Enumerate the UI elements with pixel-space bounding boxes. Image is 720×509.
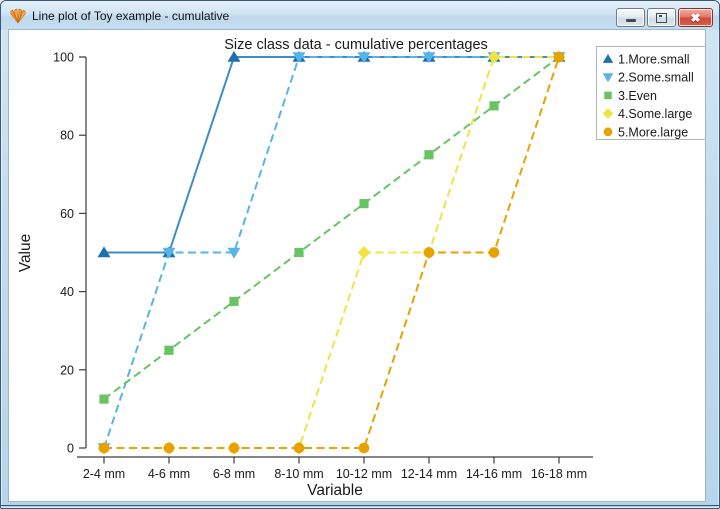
legend-item: 3.Even [604, 89, 657, 103]
marker-circle [423, 247, 435, 258]
marker-triangle-up [227, 50, 241, 62]
x-tick-label: 6-8 mm [213, 467, 255, 481]
marker-square [489, 101, 499, 111]
series-1.More.small [97, 50, 566, 258]
y-tick-label: 20 [60, 363, 74, 377]
marker-circle [358, 442, 370, 454]
marker-diamond [602, 108, 614, 119]
marker-square [424, 150, 434, 160]
legend-item: 4.Some.large [602, 107, 692, 121]
chart-canvas: Size class data - cumulative percentages… [9, 30, 706, 501]
marker-triangle-up [602, 53, 614, 63]
series-3.Even [99, 52, 564, 404]
legend-item: 5.More.large [603, 125, 688, 139]
chart-title: Size class data - cumulative percentages [224, 37, 488, 53]
marker-triangle-down [162, 247, 176, 259]
y-tick-label: 100 [53, 51, 74, 65]
marker-diamond [487, 50, 501, 64]
marker-circle [163, 442, 175, 454]
window-bottom-edge [1, 505, 719, 506]
restore-icon [656, 12, 667, 23]
title-bar[interactable]: Line plot of Toy example - cumulative ✖ [1, 1, 719, 30]
marker-triangle-down [422, 52, 436, 64]
marker-square [294, 247, 304, 258]
marker-triangle-down [602, 73, 614, 83]
legend-item: 2.Some.small [602, 71, 694, 85]
y-tick-label: 80 [60, 129, 74, 143]
marker-circle [553, 51, 565, 63]
close-icon: ✖ [690, 10, 701, 25]
y-tick-label: 40 [60, 285, 74, 299]
x-tick-label: 16-18 mm [531, 467, 587, 481]
legend-label: 4.Some.large [618, 107, 692, 121]
marker-square [604, 91, 612, 100]
marker-triangle-down [292, 52, 306, 64]
marker-triangle-down [357, 52, 371, 64]
marker-circle [488, 247, 500, 258]
series-line [104, 56, 560, 449]
marker-square [99, 394, 109, 404]
x-tick-label: 10-12 mm [336, 467, 392, 481]
marker-square [229, 296, 239, 306]
x-tick-label: 4-6 mm [148, 467, 190, 481]
marker-circle [603, 127, 613, 137]
legend-label: 1.More.small [618, 53, 690, 67]
minimize-button[interactable] [616, 8, 645, 27]
x-axis-label: Variable [307, 482, 363, 499]
restore-button[interactable] [647, 8, 676, 27]
marker-square [359, 199, 369, 209]
y-tick-label: 60 [60, 207, 74, 221]
marker-circle [293, 442, 305, 454]
x-tick-label: 12-14 mm [401, 467, 457, 481]
x-tick-label: 14-16 mm [466, 467, 522, 481]
marker-triangle-down [227, 247, 241, 259]
legend-label: 5.More.large [618, 125, 688, 139]
minimize-icon [625, 19, 636, 22]
window-title: Line plot of Toy example - cumulative [32, 8, 230, 23]
x-tick-label: 8-10 mm [274, 467, 323, 481]
marker-circle [228, 442, 240, 454]
legend-label: 2.Some.small [618, 71, 694, 85]
series-line [103, 56, 560, 400]
series-line [103, 56, 559, 449]
y-axis-label: Value [17, 234, 34, 273]
marker-diamond [357, 246, 371, 259]
series-5.More.large [98, 51, 565, 454]
close-button[interactable]: ✖ [678, 8, 713, 27]
marker-circle [98, 442, 110, 454]
marker-triangle-up [97, 246, 111, 258]
marker-square [164, 345, 174, 355]
legend-item: 1.More.small [602, 53, 690, 67]
chart-svg: Size class data - cumulative percentages… [17, 37, 706, 499]
x-tick-label: 2-4 mm [83, 467, 125, 481]
legend-label: 3.Even [618, 89, 657, 103]
genstat-shell-icon [10, 8, 26, 23]
legend-box [596, 46, 706, 140]
series-line [104, 56, 559, 254]
y-tick-label: 0 [67, 442, 74, 456]
legend: 1.More.small 2.Some.small 3.Even 4.Some.lar… [596, 46, 706, 140]
